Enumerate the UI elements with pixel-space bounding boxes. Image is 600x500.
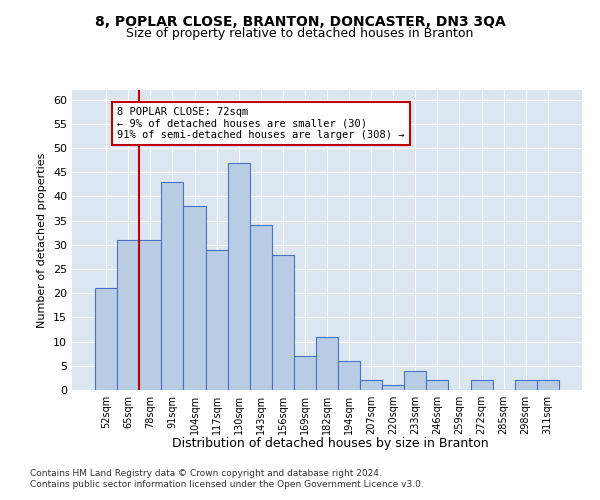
Bar xyxy=(360,380,382,390)
Bar xyxy=(427,380,448,390)
Y-axis label: Number of detached properties: Number of detached properties xyxy=(37,152,47,328)
Bar xyxy=(294,356,316,390)
Text: Contains HM Land Registry data © Crown copyright and database right 2024.: Contains HM Land Registry data © Crown c… xyxy=(30,468,382,477)
Text: Contains public sector information licensed under the Open Government Licence v3: Contains public sector information licen… xyxy=(30,480,424,489)
Bar xyxy=(537,380,559,390)
Bar xyxy=(272,254,294,390)
Text: 8 POPLAR CLOSE: 72sqm
← 9% of detached houses are smaller (30)
91% of semi-detac: 8 POPLAR CLOSE: 72sqm ← 9% of detached h… xyxy=(117,107,405,140)
Bar xyxy=(227,162,250,390)
Bar xyxy=(316,337,338,390)
Bar xyxy=(515,380,537,390)
Bar xyxy=(470,380,493,390)
Bar xyxy=(338,361,360,390)
Bar xyxy=(206,250,227,390)
Bar xyxy=(382,385,404,390)
Bar xyxy=(95,288,117,390)
Text: Distribution of detached houses by size in Branton: Distribution of detached houses by size … xyxy=(172,438,488,450)
Bar xyxy=(117,240,139,390)
Text: 8, POPLAR CLOSE, BRANTON, DONCASTER, DN3 3QA: 8, POPLAR CLOSE, BRANTON, DONCASTER, DN3… xyxy=(95,15,505,29)
Bar xyxy=(184,206,206,390)
Bar xyxy=(404,370,427,390)
Bar xyxy=(139,240,161,390)
Text: Size of property relative to detached houses in Branton: Size of property relative to detached ho… xyxy=(127,28,473,40)
Bar xyxy=(161,182,184,390)
Bar xyxy=(250,226,272,390)
